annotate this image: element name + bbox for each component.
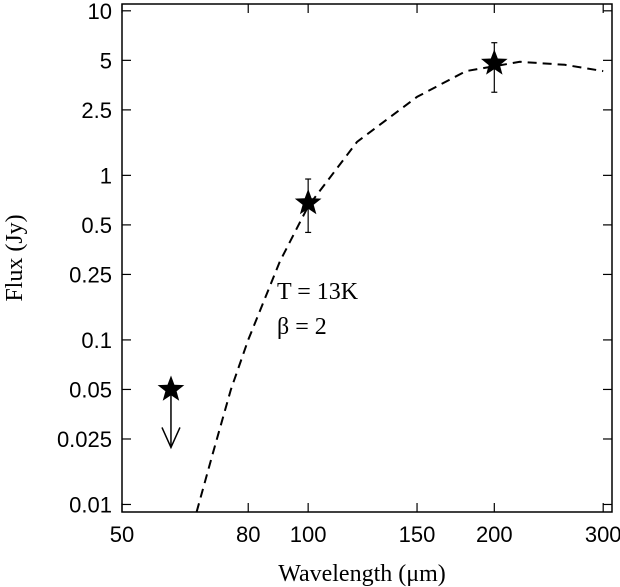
- y-axis-label: Flux (Jy): [2, 214, 28, 301]
- x-tick-label-200: 200: [476, 522, 513, 547]
- y-tick-label-0.5: 0.5: [81, 213, 112, 238]
- y-tick-label-0.025: 0.025: [57, 427, 112, 452]
- annotation-temperature: T = 13K: [277, 279, 359, 305]
- x-tick-label-300: 300: [585, 522, 620, 547]
- y-tick-label-0.01: 0.01: [69, 492, 112, 517]
- plot-frame: [121, 3, 613, 513]
- y-tick-label-5: 5: [100, 48, 112, 73]
- y-tick-label-2.5: 2.5: [81, 98, 112, 123]
- data-point-0: [157, 375, 185, 401]
- x-tick-label-50: 50: [110, 522, 134, 547]
- x-tick-label-150: 150: [399, 522, 436, 547]
- y-tick-label-0.05: 0.05: [69, 377, 112, 402]
- upper-limit-arrowhead-0: [161, 427, 181, 450]
- y-tick-label-1: 1: [100, 163, 112, 188]
- annotation-beta: β = 2: [277, 314, 327, 340]
- x-tick-label-80: 80: [236, 522, 260, 547]
- x-tick-label-100: 100: [290, 522, 327, 547]
- y-tick-label-10: 10: [88, 0, 112, 24]
- y-tick-label-0.1: 0.1: [81, 328, 112, 353]
- data-point-1: [294, 188, 322, 215]
- model-curve: [195, 60, 604, 512]
- plot-area: 50 80 100 150 200 300 0.01 0.025 0.05 0.1 0.25 0.5 1…: [57, 0, 620, 547]
- x-axis-label: Wavelength (μm): [278, 561, 446, 587]
- y-tick-label-0.25: 0.25: [69, 262, 112, 287]
- data-point-2: [481, 49, 508, 75]
